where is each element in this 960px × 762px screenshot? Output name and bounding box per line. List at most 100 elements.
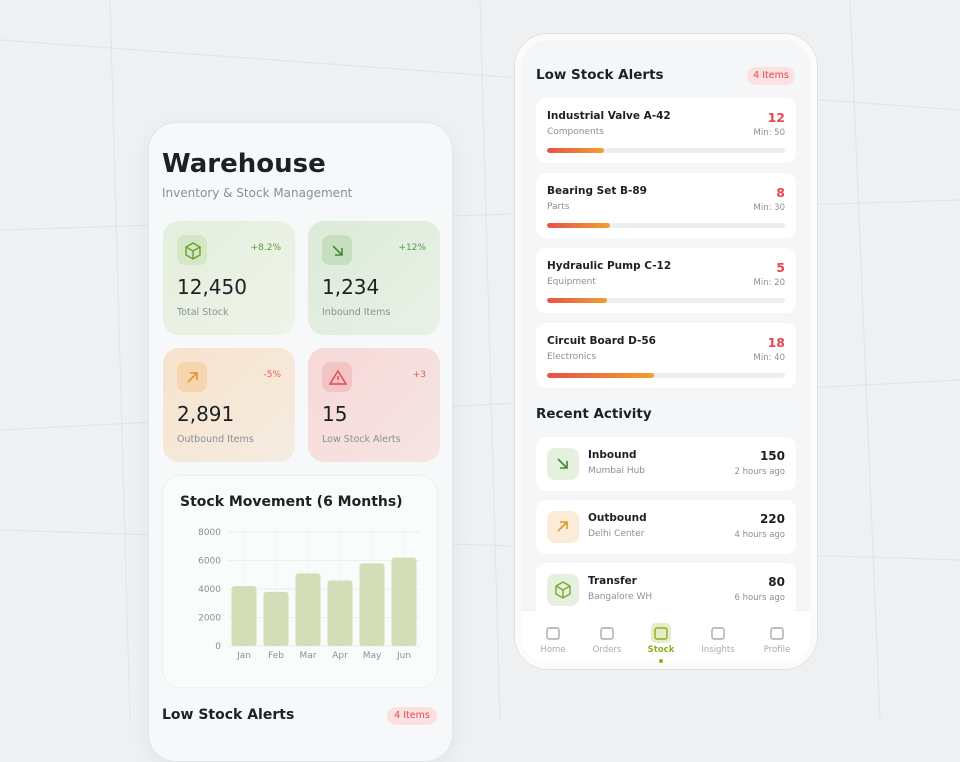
nav-label: Profile <box>763 645 791 655</box>
app-title: Warehouse <box>162 149 326 179</box>
icon <box>547 511 579 543</box>
activity-quantity: 80 <box>768 575 785 589</box>
alert-card: Industrial Valve A-42 Components 12 Min: 50 <box>536 98 796 163</box>
icon <box>177 362 207 392</box>
nav-item[interactable]: Stock <box>636 611 686 663</box>
activity-type: Transfer <box>588 575 637 587</box>
stat-value: 1,234 <box>322 275 380 299</box>
nav-item[interactable]: Orders <box>582 611 632 663</box>
item-category: Components <box>547 127 604 137</box>
activity-location: Bangalore WH <box>588 592 653 602</box>
item-min: Min: 20 <box>753 278 785 288</box>
bar <box>231 586 257 646</box>
bar <box>327 580 353 646</box>
count-pill: 4 Items <box>387 707 437 725</box>
arrow <box>557 521 568 532</box>
x-tick-label: May <box>363 651 382 661</box>
progress-track <box>547 373 785 378</box>
stat-change: +8.2% <box>250 243 281 253</box>
activity-time: 6 hours ago <box>734 593 785 603</box>
activity-card: Transfer Bangalore WH 80 6 hours ago <box>536 563 796 617</box>
icon <box>547 448 579 480</box>
y-tick-label: 6000 <box>198 557 221 567</box>
chart-card: Stock Movement (6 Months) 0 2000 4000 6000 80… <box>162 475 438 688</box>
alert-card: Hydraulic Pump C-12 Equipment 5 Min: 20 <box>536 248 796 313</box>
nav-label: Home <box>540 645 566 655</box>
activity-quantity: 150 <box>759 449 785 463</box>
item-min: Min: 50 <box>753 128 785 138</box>
icon <box>322 362 352 392</box>
nav-icon <box>600 627 614 640</box>
section-title: Low Stock Alerts <box>536 67 664 83</box>
stat-card: +12% 1,234 Inbound Items <box>308 221 440 335</box>
stat-value: 2,891 <box>177 402 235 426</box>
nav-glyph <box>711 627 725 640</box>
stat-label: Inbound Items <box>322 307 391 318</box>
stat-change: -5% <box>263 370 281 380</box>
nav-icon <box>546 627 560 640</box>
count-pill: 4 Items <box>747 67 795 85</box>
box <box>555 581 571 599</box>
box <box>185 242 201 260</box>
bar <box>295 573 321 646</box>
nav-item[interactable]: Insights <box>693 611 743 663</box>
stat-label: Outbound Items <box>177 434 254 445</box>
progress-track <box>547 148 785 153</box>
stat-label: Total Stock <box>177 307 229 318</box>
item-name: Industrial Valve A-42 <box>547 110 671 122</box>
progress-fill <box>547 223 611 228</box>
y-tick-label: 0 <box>215 642 221 652</box>
progress-fill <box>547 373 655 378</box>
nav-label: Orders <box>592 645 622 655</box>
item-min: Min: 40 <box>753 353 785 363</box>
bar <box>391 557 417 646</box>
chart-title: Stock Movement (6 Months) <box>180 494 403 510</box>
icon <box>177 235 207 265</box>
stat-change: +12% <box>398 243 426 253</box>
nav-glyph <box>600 627 614 640</box>
nav-item[interactable]: Home <box>528 611 578 663</box>
item-name: Hydraulic Pump C-12 <box>547 260 672 272</box>
stat-card: -5% 2,891 Outbound Items <box>163 348 295 462</box>
stat-card: +3 15 Low Stock Alerts <box>308 348 440 462</box>
nav-icon <box>651 623 671 643</box>
stat-value: 15 <box>322 402 348 426</box>
activity-location: Delhi Center <box>588 529 645 539</box>
item-category: Electronics <box>547 352 597 362</box>
nav-label: Insights <box>701 645 735 655</box>
nav-glyph <box>654 627 668 640</box>
activity-quantity: 220 <box>759 512 785 526</box>
arrow <box>332 245 343 256</box>
item-name: Circuit Board D-56 <box>547 335 656 347</box>
nav-item[interactable]: Profile <box>752 611 802 663</box>
x-tick-label: Jun <box>396 651 411 661</box>
nav-dot <box>659 659 663 663</box>
alert-card: Bearing Set B-89 Parts 8 Min: 30 <box>536 173 796 238</box>
app-subtitle: Inventory & Stock Management <box>162 186 353 200</box>
progress-track <box>547 223 785 228</box>
section-title: Low Stock Alerts <box>162 707 295 723</box>
item-min: Min: 30 <box>753 203 785 213</box>
bottom-nav: Home Orders Stock Insights Profile <box>521 610 811 663</box>
warning <box>328 369 348 385</box>
activity-card: Outbound Delhi Center 220 4 hours ago <box>536 500 796 554</box>
y-tick-label: 8000 <box>198 528 221 538</box>
activity-type: Inbound <box>588 449 637 461</box>
item-name: Bearing Set B-89 <box>547 185 647 197</box>
nav-label: Stock <box>647 645 675 655</box>
stat-label: Low Stock Alerts <box>322 434 401 445</box>
bar <box>263 591 289 646</box>
progress-fill <box>547 148 605 153</box>
alert-card: Circuit Board D-56 Electronics 18 Min: 40 <box>536 323 796 388</box>
arrow <box>557 458 568 469</box>
stat-change: +3 <box>412 370 426 380</box>
nav-active-bg <box>651 623 671 643</box>
nav-icon <box>711 627 725 640</box>
item-count: 18 <box>767 335 785 350</box>
chart: 0 2000 4000 6000 8000 Jan Feb Mar Apr May Jun <box>198 528 420 661</box>
item-count: 12 <box>767 110 785 125</box>
activity-time: 4 hours ago <box>734 530 785 540</box>
icon-bg <box>322 362 352 392</box>
stat-value: 12,450 <box>177 275 247 299</box>
